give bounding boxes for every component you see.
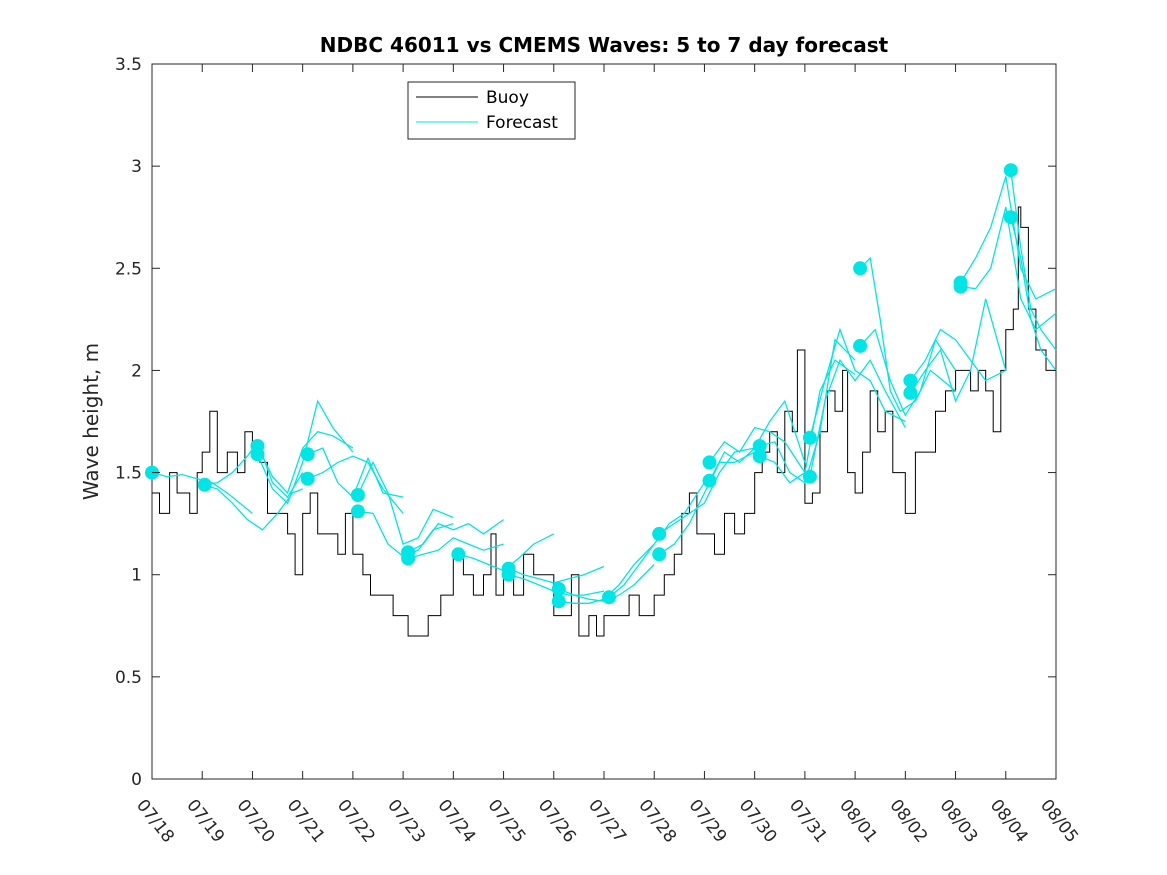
forecast-trace-line <box>1010 170 1057 351</box>
y-tick-label: 3 <box>131 157 142 177</box>
forecast-start-point <box>953 279 968 294</box>
forecast-trace-line <box>809 327 906 438</box>
buoy-series-line <box>152 206 1056 637</box>
forecast-start-point <box>802 430 817 445</box>
forecast-start-point <box>1003 210 1018 225</box>
y-tick-label: 2 <box>131 361 142 381</box>
forecast-start-point <box>602 590 616 605</box>
forecast-trace-line <box>658 447 755 535</box>
legend-forecast-label: Forecast <box>486 113 558 133</box>
forecast-start-point <box>350 488 365 502</box>
forecast-start-point <box>501 567 516 582</box>
forecast-start-point <box>401 551 416 566</box>
forecast-trace-line <box>307 455 404 514</box>
forecast-trace-line <box>960 206 1057 331</box>
forecast-trace-line <box>909 298 1007 403</box>
forecast-trace-line <box>407 537 504 560</box>
forecast-start-point <box>802 469 817 484</box>
forecast-start-point <box>652 547 667 562</box>
forecast-trace-line <box>708 426 806 473</box>
forecast-start-point <box>451 547 466 562</box>
forecast-start-point <box>903 385 918 400</box>
forecast-start-point <box>903 373 918 388</box>
forecast-trace-line <box>909 328 1007 382</box>
forecast-start-point <box>702 473 717 488</box>
forecast-start-point <box>702 455 717 470</box>
y-axis-label: Wave height, m <box>79 343 103 500</box>
y-tick-label: 0 <box>131 770 142 790</box>
legend-box <box>407 81 576 140</box>
y-tick-label: 2.5 <box>115 259 142 279</box>
forecast-start-point <box>551 594 566 609</box>
forecast-start-point <box>1003 163 1018 178</box>
forecast-start-point <box>652 526 667 541</box>
forecast-start-point <box>551 582 566 596</box>
y-tick-label: 1.5 <box>115 464 142 484</box>
forecast-trace-line <box>658 451 755 555</box>
legend-buoy-label: Buoy <box>486 88 529 108</box>
forecast-trace-line <box>1010 217 1057 371</box>
forecast-trace-line <box>809 358 906 477</box>
forecast-start-point <box>250 447 265 462</box>
plot-area <box>151 63 1057 780</box>
forecast-start-point <box>197 477 212 492</box>
forecast-trace-line <box>256 430 354 495</box>
y-tick-label: 0.5 <box>115 668 142 688</box>
chart-title: NDBC 46011 vs CMEMS Waves: 5 to 7 day fo… <box>320 33 889 57</box>
forecast-trace-line <box>759 338 856 484</box>
forecast-trace-line <box>608 482 705 598</box>
legend: Buoy Forecast <box>407 81 576 140</box>
forecast-start-point <box>752 449 767 464</box>
forecast-start-point <box>300 471 315 486</box>
y-tick-label: 3.5 <box>115 55 142 75</box>
y-tick-label: 1 <box>131 566 142 586</box>
series-layer <box>145 163 1057 637</box>
forecast-trace-line <box>407 519 504 553</box>
forecast-start-point <box>853 338 868 353</box>
forecast-start-point <box>300 447 315 462</box>
forecast-trace-line <box>960 176 1057 300</box>
forecast-start-point <box>853 261 868 276</box>
forecast-trace-line <box>256 399 354 505</box>
forecast-trace-line <box>357 460 454 545</box>
forecast-trace-line <box>859 256 957 413</box>
forecast-start-point <box>350 504 365 519</box>
forecast-trace-line <box>508 565 605 584</box>
